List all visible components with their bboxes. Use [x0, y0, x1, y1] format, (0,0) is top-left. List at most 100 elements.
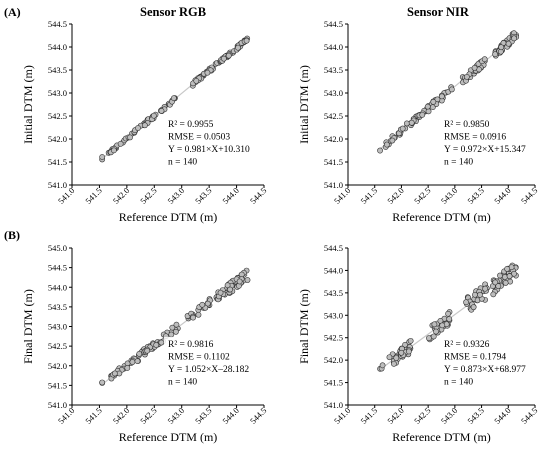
data-point — [389, 137, 396, 144]
data-point — [511, 270, 517, 277]
data-point — [482, 285, 489, 292]
x-tick-label: 542.0 — [111, 185, 132, 206]
stats-line: R² = 0.9955 — [168, 120, 214, 130]
data-point — [110, 147, 117, 154]
y-axis-label: Initial DTM (m) — [297, 65, 311, 144]
y-tick-label: 543.5 — [324, 65, 343, 75]
stats-box — [164, 337, 266, 393]
data-point — [99, 379, 106, 386]
scatter-plot-b-nir: 541.0541.5542.0542.5543.0543.5544.0544.5… — [297, 243, 542, 444]
x-tick-label: 542.5 — [412, 405, 433, 426]
data-point — [502, 280, 509, 286]
y-tick-label: 545.0 — [48, 243, 67, 253]
data-points — [99, 267, 251, 386]
data-point — [438, 93, 445, 100]
y-tick-label: 544.5 — [48, 263, 67, 273]
data-point — [405, 348, 412, 355]
data-point — [408, 119, 415, 126]
row-label-a: (A) — [4, 5, 21, 19]
data-point — [235, 44, 241, 51]
data-points — [377, 30, 520, 154]
data-point — [471, 65, 478, 71]
y-tick-label: 543.0 — [324, 310, 343, 320]
data-point — [144, 347, 151, 354]
stats-line: Y = 1.052×X–28.182 — [168, 365, 249, 375]
data-point — [426, 335, 432, 342]
y-tick-label: 543.0 — [48, 88, 67, 98]
y-tick-label: 543.5 — [324, 288, 343, 298]
data-point — [135, 125, 141, 131]
y-tick-label: 541.0 — [48, 180, 67, 190]
y-tick-label: 543.5 — [48, 302, 67, 312]
data-point — [193, 78, 200, 84]
y-tick-label: 541.0 — [324, 180, 343, 190]
stats-line: RMSE = 0.1102 — [168, 353, 230, 363]
data-point — [439, 322, 446, 329]
x-tick-label: 543.5 — [465, 405, 486, 426]
stats-line: n = 140 — [444, 378, 473, 388]
data-point — [220, 55, 227, 62]
data-point — [244, 277, 251, 283]
data-point — [504, 266, 511, 272]
data-point — [117, 140, 124, 147]
y-tick-label: 544.5 — [324, 243, 343, 253]
x-tick-label: 542.0 — [385, 405, 406, 426]
y-axis-label: Final DTM (m) — [21, 289, 35, 364]
y-tick-label: 542.0 — [324, 134, 343, 144]
y-tick-label: 541.5 — [324, 157, 343, 167]
data-point — [430, 333, 437, 340]
x-axis-label: Reference DTM (m) — [119, 430, 218, 444]
y-tick-label: 543.0 — [324, 88, 343, 98]
y-tick-label: 543.0 — [48, 322, 67, 332]
x-tick-label: 543.5 — [465, 185, 486, 206]
data-point — [127, 134, 133, 141]
stats-box — [164, 117, 266, 173]
data-point — [386, 354, 393, 361]
y-tick-label: 544.5 — [48, 19, 67, 29]
y-tick-label: 543.5 — [48, 65, 67, 75]
stats-line: n = 140 — [168, 158, 197, 168]
data-point — [430, 99, 437, 105]
data-point — [470, 304, 477, 311]
x-tick-label: 542.5 — [138, 405, 159, 426]
data-point — [495, 283, 502, 290]
data-point — [398, 349, 405, 356]
y-tick-label: 544.0 — [48, 282, 67, 292]
y-axis-label: Final DTM (m) — [297, 289, 311, 364]
data-point — [463, 73, 470, 80]
y-tick-label: 544.0 — [324, 265, 343, 275]
data-point — [477, 291, 483, 298]
data-point — [403, 120, 410, 127]
stats-line: R² = 0.9326 — [444, 340, 490, 350]
data-point — [150, 112, 157, 119]
data-point — [124, 365, 131, 371]
x-axis-label: Reference DTM (m) — [119, 210, 218, 224]
data-points — [377, 262, 519, 372]
data-point — [506, 273, 513, 280]
stats-box — [440, 337, 542, 393]
data-point — [199, 301, 206, 308]
y-tick-label: 541.0 — [324, 400, 343, 410]
x-tick-label: 542.5 — [412, 185, 433, 206]
y-tick-label: 542.0 — [48, 134, 67, 144]
stats-line: RMSE = 0.1794 — [444, 353, 506, 363]
data-point — [379, 362, 386, 369]
column-title-rgb: Sensor RGB — [140, 5, 207, 19]
y-tick-label: 542.0 — [48, 361, 67, 371]
data-point — [391, 360, 397, 367]
scatter-plot-a-rgb: 541.0 541.5 542.0 542.5 543.0 543.5 544.0 544.5… — [21, 19, 268, 224]
x-tick-label: 544.5 — [519, 185, 540, 206]
y-tick-label: 544.0 — [324, 42, 343, 52]
data-point — [224, 282, 231, 289]
y-tick-label: 544.0 — [48, 42, 67, 52]
data-point — [433, 328, 439, 335]
data-point — [129, 359, 136, 365]
data-point — [217, 289, 224, 296]
x-axis-label: Reference DTM (m) — [392, 210, 491, 224]
x-tick-label: 542.5 — [138, 185, 159, 206]
x-tick-label: 543.0 — [439, 405, 460, 426]
data-point — [481, 56, 488, 63]
data-point — [505, 40, 512, 47]
data-point — [399, 125, 406, 132]
